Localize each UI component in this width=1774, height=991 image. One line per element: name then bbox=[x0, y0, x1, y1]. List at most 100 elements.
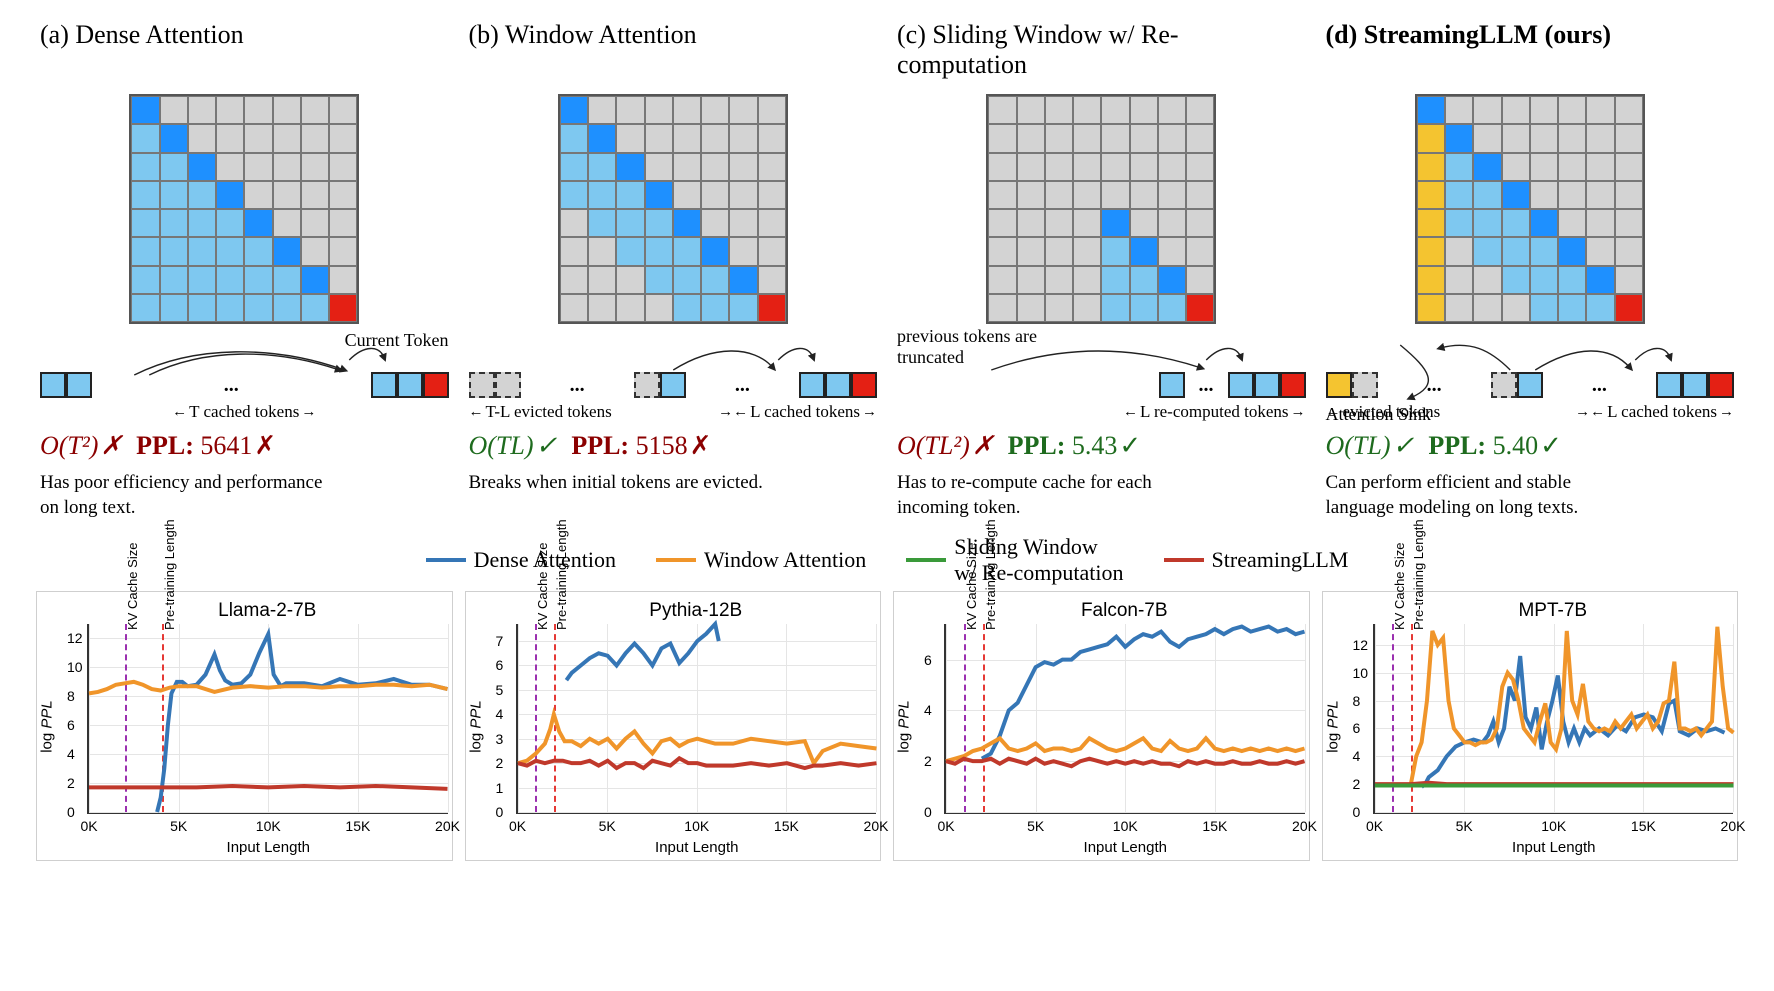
panel-title-d: (d) StreamingLLM (ours) bbox=[1326, 20, 1735, 88]
attention-cell bbox=[729, 96, 757, 124]
attention-cell bbox=[1558, 96, 1586, 124]
legend-label-2: Sliding Window w/ Re-computation bbox=[954, 534, 1123, 585]
attention-cell bbox=[560, 266, 588, 294]
legend-swatch-1 bbox=[656, 558, 696, 562]
attention-cell bbox=[1101, 237, 1129, 265]
attention-cell bbox=[160, 153, 188, 181]
attention-cell bbox=[1130, 96, 1158, 124]
attention-grid-a bbox=[129, 94, 359, 324]
attention-cell bbox=[758, 209, 786, 237]
x-axis-label-3: Input Length bbox=[1512, 839, 1595, 856]
attention-cell bbox=[188, 96, 216, 124]
attention-cell bbox=[616, 294, 644, 322]
attention-cell bbox=[131, 96, 159, 124]
attention-cell bbox=[329, 237, 357, 265]
attention-cell bbox=[301, 96, 329, 124]
attention-cell bbox=[188, 209, 216, 237]
attention-cell bbox=[588, 153, 616, 181]
attention-cell bbox=[131, 237, 159, 265]
attention-cell bbox=[1045, 237, 1073, 265]
attention-cell bbox=[988, 153, 1016, 181]
attention-cell bbox=[560, 294, 588, 322]
attention-cell bbox=[1615, 294, 1643, 322]
attention-cell bbox=[188, 237, 216, 265]
attention-cell bbox=[1186, 181, 1214, 209]
attention-cell bbox=[1417, 96, 1445, 124]
attention-cell bbox=[673, 96, 701, 124]
attention-cell bbox=[1130, 124, 1158, 152]
attention-cell bbox=[673, 209, 701, 237]
attention-cell bbox=[673, 266, 701, 294]
attention-cell bbox=[1417, 294, 1445, 322]
pretraining-length-label-1: Pre-training Length bbox=[554, 519, 569, 630]
attention-cell bbox=[588, 266, 616, 294]
attention-cell bbox=[673, 237, 701, 265]
attention-cell bbox=[1186, 96, 1214, 124]
kv-cache-size-label-3: KV Cache Size bbox=[1392, 543, 1407, 630]
attention-cell bbox=[1186, 266, 1214, 294]
legend-swatch-2 bbox=[906, 558, 946, 562]
attention-cell bbox=[758, 153, 786, 181]
attention-cell bbox=[560, 181, 588, 209]
attention-cell bbox=[701, 153, 729, 181]
attention-cell bbox=[1502, 237, 1530, 265]
attention-cell bbox=[616, 209, 644, 237]
ppl-label-d: PPL: bbox=[1428, 431, 1492, 460]
attention-cell bbox=[1073, 153, 1101, 181]
attention-cell bbox=[1502, 294, 1530, 322]
attention-cell bbox=[1445, 153, 1473, 181]
attention-cell bbox=[1045, 153, 1073, 181]
legend-label-3: StreamingLLM bbox=[1212, 547, 1349, 572]
attention-cell bbox=[1615, 181, 1643, 209]
series-line-window-3 bbox=[1410, 627, 1733, 784]
attention-cell bbox=[645, 237, 673, 265]
attention-cell bbox=[1558, 181, 1586, 209]
attention-cell bbox=[160, 181, 188, 209]
attention-cell bbox=[758, 266, 786, 294]
attention-cell bbox=[588, 181, 616, 209]
attention-cell bbox=[273, 266, 301, 294]
attention-cell bbox=[1158, 266, 1186, 294]
legend-item-1: Window Attention bbox=[656, 547, 866, 572]
attention-cell bbox=[645, 181, 673, 209]
attention-cell bbox=[1445, 237, 1473, 265]
attention-cell bbox=[1130, 209, 1158, 237]
attention-cell bbox=[616, 96, 644, 124]
attention-cell bbox=[273, 209, 301, 237]
attention-cell bbox=[1417, 209, 1445, 237]
attention-cell bbox=[131, 294, 159, 322]
attention-cell bbox=[1130, 181, 1158, 209]
y-axis-label-2: log PPL bbox=[896, 700, 913, 753]
attention-cell bbox=[1586, 237, 1614, 265]
attention-cell bbox=[729, 209, 757, 237]
complexity-d: O(TL) bbox=[1326, 431, 1415, 461]
attention-cell bbox=[131, 209, 159, 237]
pretraining-length-label-3: Pre-training Length bbox=[1411, 519, 1426, 630]
attention-cell bbox=[1558, 266, 1586, 294]
ppl-label-c: PPL: bbox=[1008, 431, 1072, 460]
diagram-root: (a) Dense Attention Current Token ... bbox=[20, 20, 1754, 861]
attention-cell bbox=[758, 96, 786, 124]
attention-cell bbox=[1417, 181, 1445, 209]
attention-cell bbox=[988, 209, 1016, 237]
description-b: Breaks when initial tokens are evicted. bbox=[469, 471, 769, 496]
description-a: Has poor efficiency and performance on l… bbox=[40, 471, 340, 520]
ppl-label-b: PPL: bbox=[571, 431, 635, 460]
attention-cell bbox=[244, 96, 272, 124]
attention-cell bbox=[1158, 124, 1186, 152]
attention-cell bbox=[1158, 209, 1186, 237]
panel-title-b: (b) Window Attention bbox=[469, 20, 878, 88]
pretraining-length-label-2: Pre-training Length bbox=[983, 519, 998, 630]
attention-cell bbox=[988, 96, 1016, 124]
attention-cell bbox=[758, 294, 786, 322]
attention-cell bbox=[1101, 209, 1129, 237]
attention-cell bbox=[988, 124, 1016, 152]
attention-cell bbox=[1101, 181, 1129, 209]
chart-plot-area-0: 0 2 4 6 8 10 12 0K 5K 10K 15K 20K log PPL Input Lengt… bbox=[87, 624, 448, 814]
attention-cell bbox=[329, 124, 357, 152]
attention-cell bbox=[1417, 237, 1445, 265]
attention-cell bbox=[1586, 153, 1614, 181]
attention-cell bbox=[1473, 124, 1501, 152]
chart-mpt-7b: MPT-7B 0 2 4 6 8 10 12 0K 5K 10K 15K 20K log PPL Input… bbox=[1322, 591, 1739, 861]
attention-cell bbox=[329, 181, 357, 209]
